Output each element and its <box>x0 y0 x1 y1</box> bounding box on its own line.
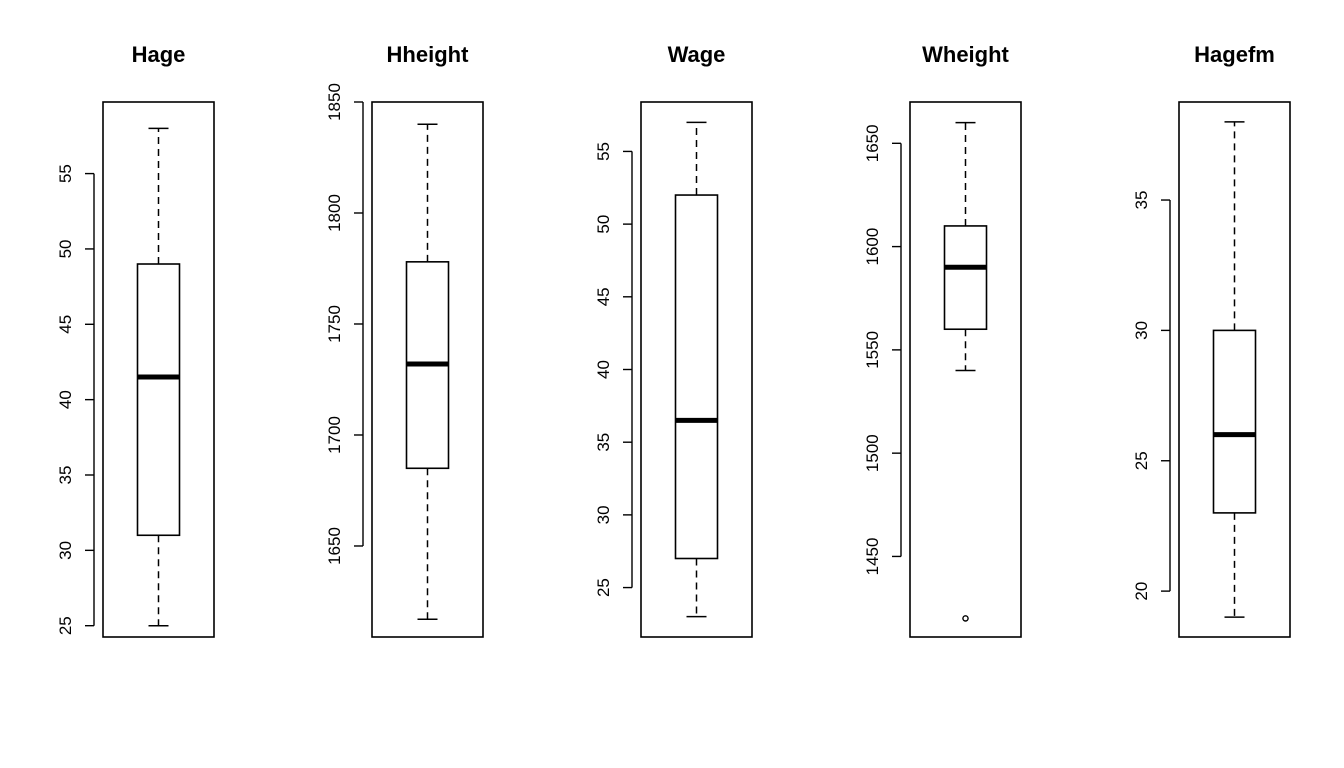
y-tick-label: 1650 <box>863 124 882 162</box>
y-tick-label: 25 <box>56 616 75 635</box>
boxplot-panel-hheight: Hheight 1650 1700 1750 1800 1850 <box>325 42 484 638</box>
y-tick-label: 30 <box>1132 321 1151 340</box>
panel-title: Hagefm <box>1194 42 1275 67</box>
interquartile-box <box>1212 329 1257 514</box>
y-tick-label: 1550 <box>863 331 882 369</box>
y-tick-label: 40 <box>56 390 75 409</box>
y-tick-label: 55 <box>56 164 75 183</box>
y-tick-label: 35 <box>56 466 75 485</box>
y-tick-label: 1500 <box>863 434 882 472</box>
y-tick-label: 45 <box>56 315 75 334</box>
y-tick-label: 1750 <box>325 305 344 343</box>
y-tick-label: 30 <box>56 541 75 560</box>
plot-frame <box>640 101 753 638</box>
outlier-point <box>962 615 969 622</box>
panel-title: Hage <box>132 42 186 67</box>
interquartile-box <box>943 225 988 331</box>
y-tick-label: 1850 <box>325 83 344 121</box>
y-tick-label: 20 <box>1132 582 1151 601</box>
y-tick-label: 30 <box>594 505 613 524</box>
y-tick-label: 50 <box>594 215 613 234</box>
y-tick-label: 1650 <box>325 527 344 565</box>
y-tick-label: 35 <box>1132 191 1151 210</box>
boxplot-panels: Hage 25 30 35 40 45 50 55 Hheight 1650 1700 1750 180… <box>56 42 1291 638</box>
y-tick-label: 25 <box>1132 451 1151 470</box>
y-tick-label: 1700 <box>325 416 344 454</box>
interquartile-box <box>674 194 719 560</box>
y-tick-label: 1800 <box>325 194 344 232</box>
boxplot-panel-wheight: Wheight 1450 1500 1550 1600 1650 <box>863 42 1022 638</box>
y-tick-label: 45 <box>594 287 613 306</box>
plot-frame <box>102 101 215 638</box>
boxplot-panel-hage: Hage 25 30 35 40 45 50 55 <box>56 42 215 638</box>
y-tick-label: 55 <box>594 142 613 161</box>
y-tick-label: 35 <box>594 433 613 452</box>
plot-frame <box>1178 101 1291 638</box>
y-tick-label: 50 <box>56 239 75 258</box>
panel-title: Hheight <box>387 42 470 67</box>
panel-title: Wheight <box>922 42 1009 67</box>
y-tick-label: 1450 <box>863 538 882 576</box>
boxplot-panel-wage: Wage 25 30 35 40 45 50 55 <box>594 42 753 638</box>
y-tick-label: 40 <box>594 360 613 379</box>
y-tick-label: 1600 <box>863 228 882 266</box>
plot-frame <box>371 101 484 638</box>
y-tick-label: 25 <box>594 578 613 597</box>
panel-title: Wage <box>668 42 726 67</box>
interquartile-box <box>136 263 181 537</box>
plot-frame <box>909 101 1022 638</box>
boxplot-panel-hagefm: Hagefm 20 25 30 35 <box>1132 42 1291 638</box>
